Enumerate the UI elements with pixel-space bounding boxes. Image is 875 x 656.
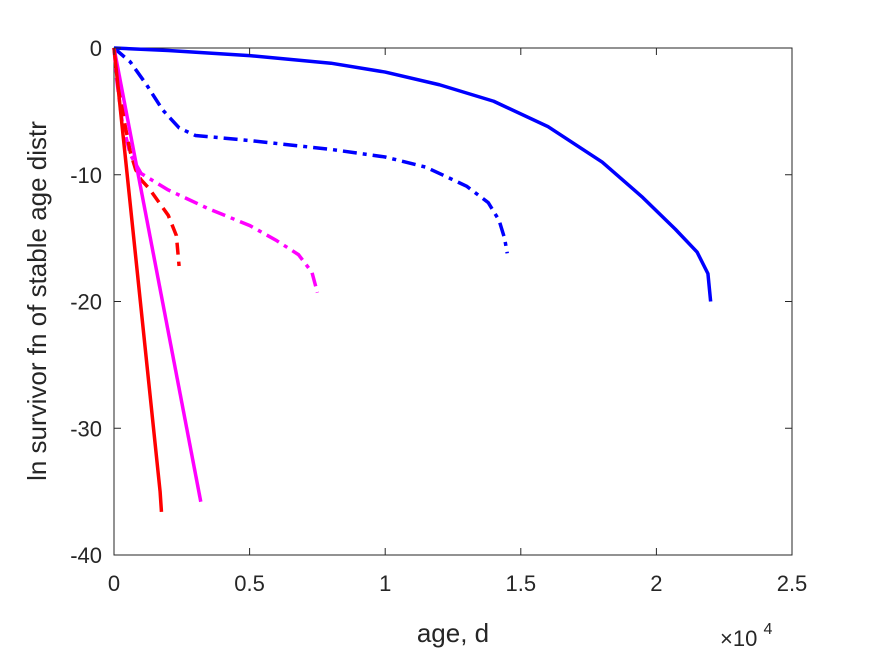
axes-layer: 0 0.5 1 1.5 2 2.5 0 -10 -20 -30 -40: [70, 36, 807, 596]
y-tick-label: -10: [70, 163, 102, 188]
x-tick-label: 1: [379, 571, 391, 596]
x-axis-label: age, d: [417, 618, 489, 648]
y-tick-label: -40: [70, 543, 102, 568]
x-tick-label: 0.5: [234, 571, 265, 596]
y-axis-label: ln survivor fn of stable age distr: [22, 121, 52, 481]
series-line-5: [112, 47, 203, 503]
y-tick-label: 0: [90, 36, 102, 61]
series-layer: [112, 46, 713, 513]
plot-area: [113, 47, 793, 556]
x-exponent-label: ×10 4: [720, 621, 772, 651]
x-tick-label: 0: [108, 571, 120, 596]
x-tick-label: 1.5: [506, 571, 537, 596]
y-tick-label: -30: [70, 416, 102, 441]
x-tick-label: 2: [650, 571, 662, 596]
series-line-6: [112, 47, 164, 513]
y-tick-label: -20: [70, 290, 102, 315]
series-line-1: [113, 46, 713, 302]
series-line-2: [112, 46, 509, 254]
series-line-4: [112, 47, 181, 267]
x-exponent-power: 4: [763, 621, 772, 638]
x-tick-label: 2.5: [777, 571, 808, 596]
x-exponent-base: ×10: [720, 626, 757, 651]
